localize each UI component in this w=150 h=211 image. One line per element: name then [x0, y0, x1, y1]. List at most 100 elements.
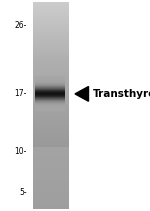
- Bar: [33, 49, 69, 50]
- Bar: [34, 108, 64, 109]
- Bar: [33, 199, 69, 200]
- Bar: [33, 176, 69, 177]
- Bar: [33, 20, 69, 21]
- Bar: [34, 77, 64, 78]
- Bar: [33, 45, 69, 46]
- Bar: [33, 51, 69, 52]
- Bar: [34, 94, 64, 95]
- Bar: [33, 205, 69, 206]
- Bar: [33, 119, 69, 120]
- Bar: [34, 101, 64, 102]
- Bar: [33, 44, 69, 45]
- Bar: [33, 142, 69, 143]
- Bar: [34, 105, 64, 106]
- Bar: [33, 45, 69, 46]
- Bar: [34, 101, 64, 102]
- Bar: [33, 162, 69, 163]
- Bar: [33, 124, 69, 125]
- Bar: [33, 142, 69, 143]
- Bar: [33, 16, 69, 17]
- Bar: [34, 79, 64, 80]
- Bar: [33, 46, 69, 47]
- Bar: [33, 160, 69, 161]
- Bar: [33, 121, 69, 122]
- Bar: [34, 99, 64, 100]
- Bar: [33, 13, 69, 14]
- Bar: [33, 157, 69, 158]
- Bar: [33, 143, 69, 144]
- Bar: [34, 80, 64, 81]
- Bar: [33, 18, 69, 19]
- Bar: [33, 40, 69, 41]
- Bar: [33, 33, 69, 34]
- Bar: [33, 118, 69, 119]
- Bar: [34, 93, 64, 94]
- Bar: [34, 92, 64, 93]
- Bar: [34, 89, 64, 90]
- Bar: [33, 105, 69, 106]
- Bar: [33, 189, 69, 190]
- Bar: [33, 178, 69, 179]
- Bar: [33, 3, 69, 4]
- Bar: [34, 102, 64, 103]
- Bar: [33, 58, 69, 59]
- Bar: [34, 79, 64, 80]
- Bar: [33, 204, 69, 206]
- Bar: [33, 196, 69, 197]
- Bar: [33, 23, 69, 24]
- Bar: [33, 169, 69, 170]
- Bar: [33, 158, 69, 159]
- Bar: [33, 36, 69, 37]
- Bar: [33, 120, 69, 121]
- Bar: [34, 96, 64, 97]
- Bar: [33, 22, 69, 23]
- Bar: [33, 62, 69, 63]
- Bar: [33, 125, 69, 126]
- Bar: [33, 49, 69, 50]
- Bar: [33, 96, 69, 97]
- Bar: [33, 132, 69, 133]
- Bar: [34, 86, 64, 87]
- Bar: [33, 152, 69, 153]
- Bar: [33, 88, 69, 89]
- Bar: [33, 116, 69, 117]
- Bar: [33, 43, 69, 44]
- Bar: [33, 186, 69, 187]
- Bar: [33, 198, 69, 199]
- Bar: [33, 141, 69, 142]
- Bar: [33, 20, 69, 21]
- Bar: [33, 123, 69, 124]
- Bar: [33, 164, 69, 165]
- Bar: [33, 146, 69, 147]
- Bar: [33, 60, 69, 61]
- Bar: [33, 207, 69, 208]
- Bar: [33, 21, 69, 22]
- Bar: [33, 140, 69, 141]
- Bar: [34, 83, 64, 84]
- Bar: [33, 200, 69, 201]
- Bar: [33, 173, 69, 174]
- Bar: [33, 137, 69, 138]
- Bar: [33, 93, 69, 95]
- Bar: [33, 27, 69, 28]
- Bar: [33, 68, 69, 69]
- Bar: [34, 76, 64, 77]
- Bar: [33, 191, 69, 192]
- Bar: [33, 69, 69, 70]
- Bar: [34, 82, 64, 83]
- Bar: [33, 51, 69, 52]
- Text: 5-: 5-: [19, 188, 27, 196]
- Bar: [33, 5, 69, 6]
- Bar: [33, 98, 69, 99]
- Bar: [34, 88, 64, 89]
- Bar: [33, 26, 69, 27]
- Bar: [33, 149, 69, 150]
- Bar: [34, 97, 64, 98]
- Bar: [34, 81, 64, 82]
- Bar: [33, 127, 69, 128]
- Bar: [33, 110, 69, 111]
- Bar: [33, 4, 69, 5]
- Bar: [33, 129, 69, 130]
- Bar: [34, 88, 64, 89]
- Bar: [33, 87, 69, 88]
